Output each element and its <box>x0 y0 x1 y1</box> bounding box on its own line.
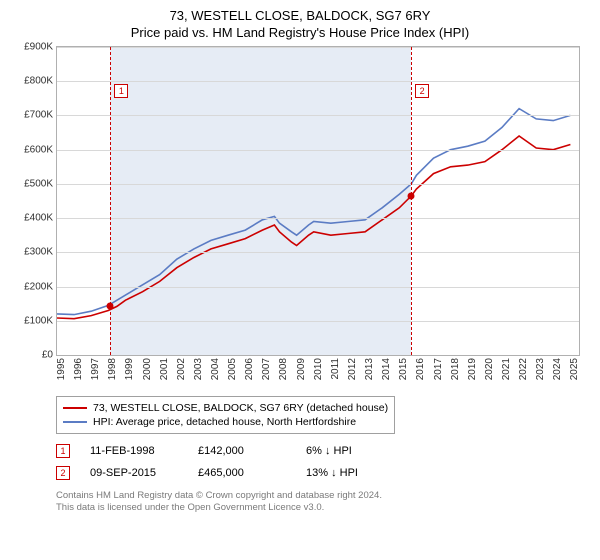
gridline <box>57 252 579 253</box>
y-tick-label: £300K <box>24 247 53 258</box>
x-tick-label: 2011 <box>330 358 341 380</box>
legend-item: HPI: Average price, detached house, Nort… <box>63 415 388 429</box>
x-tick-label: 2022 <box>518 358 529 380</box>
sale-row: 1 11-FEB-1998 £142,000 6% ↓ HPI <box>56 440 588 462</box>
x-tick-label: 2005 <box>227 358 238 380</box>
chart-subtitle: Price paid vs. HM Land Registry's House … <box>12 25 588 40</box>
x-tick-label: 2017 <box>433 358 444 380</box>
x-tick-label: 2025 <box>569 358 580 380</box>
y-tick-label: £900K <box>24 42 53 53</box>
sale-date: 09-SEP-2015 <box>90 467 178 479</box>
x-tick-label: 1998 <box>107 358 118 380</box>
x-tick-label: 1999 <box>124 358 135 380</box>
footnote-line: Contains HM Land Registry data © Crown c… <box>56 490 588 502</box>
sale-delta: 13% ↓ HPI <box>306 467 394 479</box>
chart-title: 73, WESTELL CLOSE, BALDOCK, SG7 6RY <box>12 8 588 23</box>
x-tick-label: 2024 <box>552 358 563 380</box>
marker-badge: 1 <box>114 84 128 98</box>
y-tick-label: £600K <box>24 144 53 155</box>
sale-point <box>107 303 114 310</box>
x-tick-label: 2004 <box>210 358 221 380</box>
y-tick-label: £400K <box>24 213 53 224</box>
x-tick-label: 2006 <box>244 358 255 380</box>
legend-label: HPI: Average price, detached house, Nort… <box>93 416 356 428</box>
gridline <box>57 150 579 151</box>
chart-lines <box>57 47 579 355</box>
y-tick-label: £100K <box>24 315 53 326</box>
sales-table: 1 11-FEB-1998 £142,000 6% ↓ HPI 2 09-SEP… <box>56 440 588 484</box>
sale-price: £142,000 <box>198 445 286 457</box>
legend-label: 73, WESTELL CLOSE, BALDOCK, SG7 6RY (det… <box>93 402 388 414</box>
x-tick-label: 2023 <box>535 358 546 380</box>
marker-badge: 2 <box>415 84 429 98</box>
gridline <box>57 287 579 288</box>
x-tick-label: 2021 <box>501 358 512 380</box>
footnote: Contains HM Land Registry data © Crown c… <box>56 490 588 515</box>
gridline <box>57 184 579 185</box>
x-tick-label: 2008 <box>278 358 289 380</box>
y-tick-label: £0 <box>42 350 53 361</box>
x-tick-label: 1996 <box>73 358 84 380</box>
y-tick-label: £500K <box>24 178 53 189</box>
y-tick-label: £800K <box>24 76 53 87</box>
x-tick-label: 2014 <box>381 358 392 380</box>
x-tick-label: 2015 <box>398 358 409 380</box>
x-tick-label: 2002 <box>176 358 187 380</box>
x-tick-label: 2013 <box>364 358 375 380</box>
gridline <box>57 321 579 322</box>
gridline <box>57 115 579 116</box>
legend-swatch <box>63 407 87 409</box>
chart-container: 73, WESTELL CLOSE, BALDOCK, SG7 6RY Pric… <box>0 0 600 560</box>
x-tick-label: 2000 <box>142 358 153 380</box>
gridline <box>57 81 579 82</box>
sale-row: 2 09-SEP-2015 £465,000 13% ↓ HPI <box>56 462 588 484</box>
x-tick-label: 1997 <box>90 358 101 380</box>
sale-badge: 1 <box>56 444 70 458</box>
x-tick-label: 2018 <box>450 358 461 380</box>
x-tick-label: 2012 <box>347 358 358 380</box>
x-tick-label: 2009 <box>296 358 307 380</box>
x-tick-label: 2019 <box>467 358 478 380</box>
x-tick-label: 2010 <box>313 358 324 380</box>
sale-point <box>408 192 415 199</box>
legend-item: 73, WESTELL CLOSE, BALDOCK, SG7 6RY (det… <box>63 401 388 415</box>
legend: 73, WESTELL CLOSE, BALDOCK, SG7 6RY (det… <box>56 396 395 434</box>
x-tick-label: 1995 <box>56 358 67 380</box>
y-tick-label: £200K <box>24 281 53 292</box>
y-tick-label: £700K <box>24 110 53 121</box>
sale-delta: 6% ↓ HPI <box>306 445 394 457</box>
footnote-line: This data is licensed under the Open Gov… <box>56 502 588 514</box>
marker-line <box>411 47 412 355</box>
chart-title-block: 73, WESTELL CLOSE, BALDOCK, SG7 6RY Pric… <box>12 8 588 40</box>
x-tick-label: 2001 <box>159 358 170 380</box>
plot-area: £0£100K£200K£300K£400K£500K£600K£700K£80… <box>56 46 580 356</box>
x-axis-ticks: 1995 1996 1997 1998 1999 2000 2001 2002 2003 2004… <box>56 356 580 388</box>
sale-price: £465,000 <box>198 467 286 479</box>
x-tick-label: 2007 <box>261 358 272 380</box>
gridline <box>57 47 579 48</box>
x-tick-label: 2003 <box>193 358 204 380</box>
gridline <box>57 218 579 219</box>
legend-swatch <box>63 421 87 423</box>
sale-badge: 2 <box>56 466 70 480</box>
x-tick-label: 2016 <box>415 358 426 380</box>
x-tick-label: 2020 <box>484 358 495 380</box>
sale-date: 11-FEB-1998 <box>90 445 178 457</box>
